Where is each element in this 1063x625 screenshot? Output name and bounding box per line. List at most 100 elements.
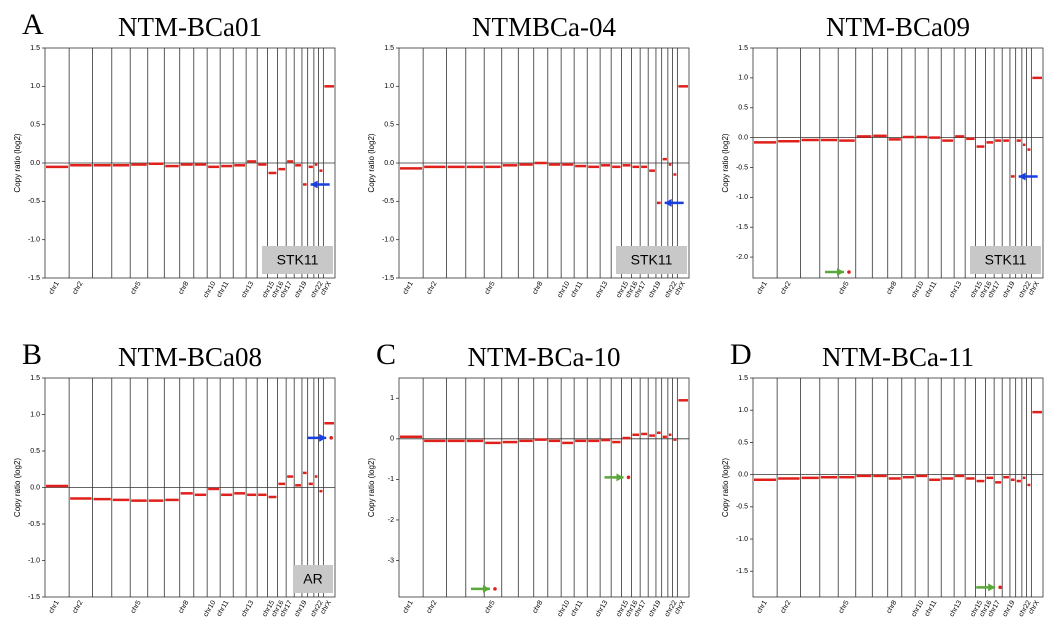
chart-title: NTMBCa-04 [472,12,616,42]
chromosome-label: chr19 [1002,599,1017,618]
chromosome-label: chr5 [838,280,851,295]
chromosome-label: chr10 [557,599,572,618]
y-tick-label: 1.0 [738,75,748,82]
y-axis-label: Copy ratio (log2) [13,133,22,192]
y-tick-label: -1.0 [28,557,40,564]
chromosome-label: chr2 [780,280,793,295]
annotation-box [616,246,687,274]
chromosome-label: chr13 [241,280,256,299]
y-tick-label: -1 [388,476,394,483]
y-tick-label: 0.0 [738,134,748,141]
y-tick-label: 1.0 [30,83,40,90]
chart-title: NTM-BCa08 [118,342,262,372]
y-axis-label: Copy ratio (log2) [367,458,376,517]
arrow-head [310,180,318,189]
chromosome-label: chr19 [294,599,309,618]
y-tick-label: 1.0 [384,83,394,90]
y-tick-label: -2.0 [736,254,748,261]
annotation: STK11 [631,252,673,268]
chart-title: NTM-BCa09 [826,12,970,42]
y-tick-label: -0.5 [28,521,40,528]
y-axis-label: Copy ratio (log2) [13,458,22,517]
y-tick-label: -1.5 [736,224,748,231]
outlier-point [847,270,851,274]
panel: C NTM-BCa-10 Copy ratio (log2) -3 -2 -1 0 1 chr1… [367,338,690,618]
chromosome-label: chr8 [178,280,191,295]
chromosome-label: chr19 [294,280,309,299]
annotation-box [293,565,333,593]
y-tick-label: 1.5 [30,375,40,382]
y-tick-label: -0.5 [736,504,748,511]
chromosome-label: chr13 [595,599,610,618]
panel: NTMBCa-04 Copy ratio (log2) -1.5 -1.0 -0.5 0.… [367,12,690,299]
chromosome-label: chr10 [203,599,218,618]
chromosome-label: chr11 [216,280,231,298]
chromosome-label: chr11 [216,599,231,617]
plot-frame [752,377,1044,598]
y-tick-label: 1.0 [30,411,40,418]
chromosome-label: chr1 [48,599,61,614]
chromosome-label: chr19 [648,599,663,618]
chromosome-label: chr2 [426,280,439,295]
chromosome-label: chr1 [48,280,61,295]
y-tick-label: -1.0 [736,194,748,201]
chromosome-label: chr1 [402,280,415,295]
y-tick-label: 0.5 [30,448,40,455]
annotation: AR [303,571,322,587]
chart-title: NTM-BCa-11 [822,342,974,372]
y-tick-label: 0.5 [738,439,748,446]
y-tick-label: -1.5 [736,568,748,575]
panel-letter: B [22,338,42,371]
y-axis-label: Copy ratio (log2) [721,458,730,517]
arrow-head [616,473,624,482]
chromosome-label: chr8 [532,280,545,295]
panel-letter: A [22,8,44,41]
y-tick-label: -1.0 [736,536,748,543]
chromosome-label: chr5 [484,280,497,295]
annotation: STK11 [985,252,1027,268]
y-tick-label: -0.5 [28,198,40,205]
chromosome-label: chr8 [178,599,191,614]
chromosome-label: chr11 [924,280,939,298]
chromosome-label: chr10 [557,280,572,299]
chromosome-label: chr2 [72,280,85,295]
arrow-head [482,584,490,593]
annotation-box [970,246,1041,274]
chromosome-label: chr13 [949,599,964,618]
y-tick-label: -1.5 [28,594,40,601]
y-tick-label: -0.5 [382,198,394,205]
chart-title: NTM-BCa-10 [468,342,621,372]
y-tick-label: 0.0 [384,160,394,167]
chromosome-label: chr11 [570,280,585,298]
outlier-point [998,585,1002,590]
chromosome-label: chr8 [886,280,899,295]
panel-letter: D [730,338,752,371]
chromosome-label: chr5 [130,599,143,614]
chromosome-label: chr2 [426,599,439,614]
arrow-head [664,198,672,207]
y-tick-label: -0.5 [736,164,748,171]
annotation-box [262,246,333,274]
outlier-point [626,475,631,480]
y-tick-label: 0.0 [738,471,748,478]
y-tick-label: -1.0 [28,237,40,244]
y-tick-label: 1.5 [30,45,40,52]
y-tick-label: 1 [390,395,394,402]
chromosome-label: chr10 [203,280,218,299]
chromosome-label: chr5 [484,599,497,614]
plot-frame [752,47,1044,279]
chromosome-label: chr5 [130,280,143,295]
chromosome-label: chr19 [648,280,663,299]
chromosome-label: chr1 [402,599,415,614]
y-tick-label: 0 [390,436,394,443]
panel: A NTM-BCa01 Copy ratio (log2) -1.5 -1.0 -0.5 0… [13,8,336,299]
chart-title: NTM-BCa01 [118,12,262,42]
y-tick-label: -1.0 [382,237,394,244]
y-tick-label: 0.0 [30,484,40,491]
annotation: STK11 [277,252,319,268]
y-tick-label: 1.5 [738,45,748,52]
arrow-head [319,433,327,442]
chromosome-label: chr19 [1002,280,1017,299]
panel-letter: C [376,338,396,371]
